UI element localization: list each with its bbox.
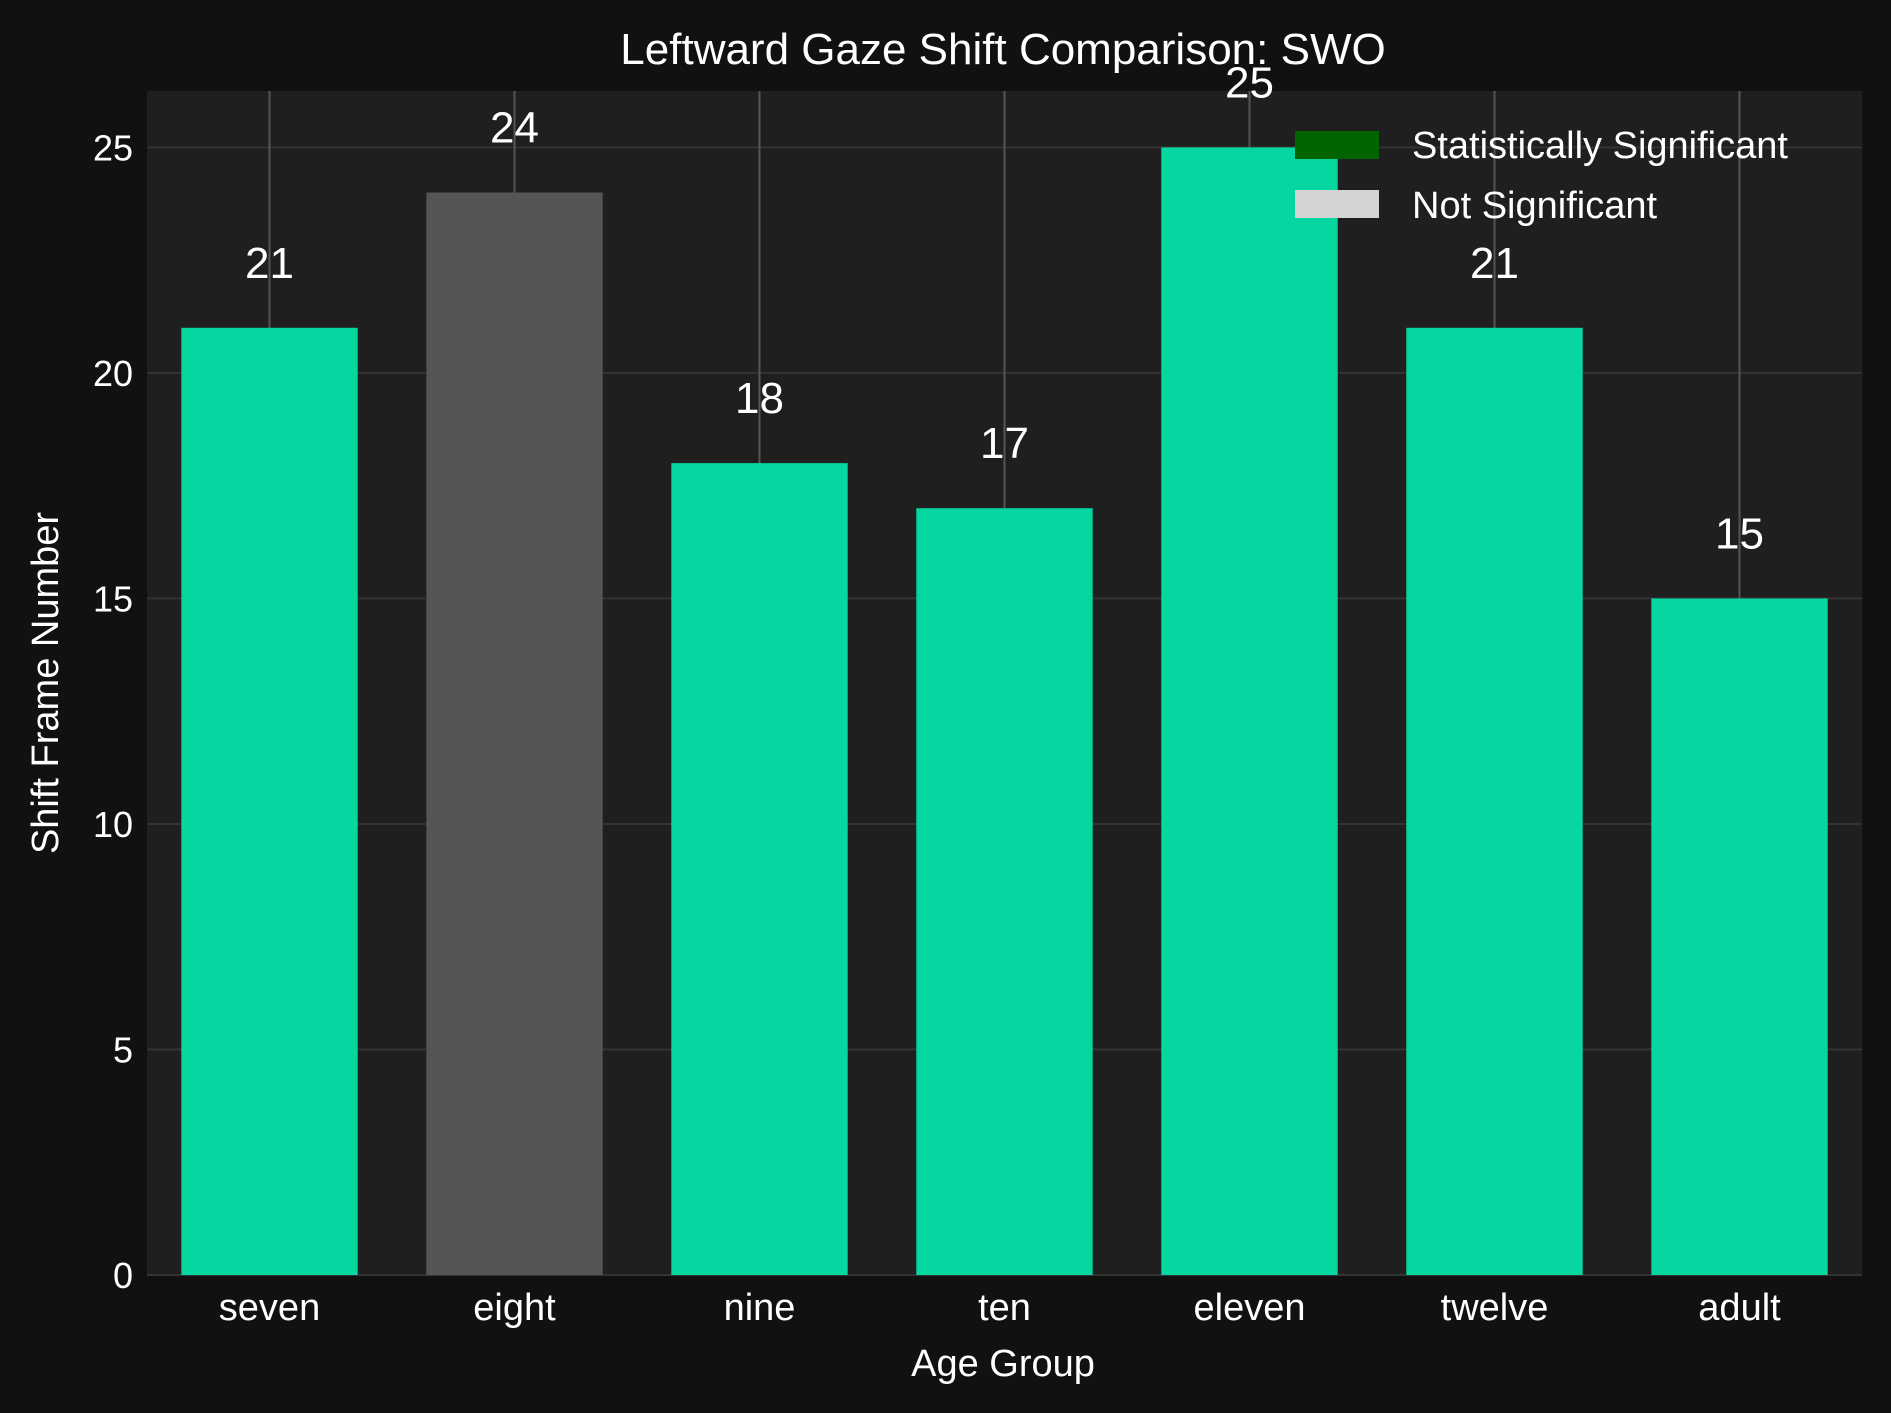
x-tick-label-twelve: twelve [1441,1287,1549,1329]
x-tick-label-seven: seven [219,1287,320,1329]
bars [181,147,1828,1276]
data-label-nine: 18 [735,374,784,423]
bar-eight [426,192,603,1275]
x-tick-labels: seven eight nine ten eleven twelve adult [219,1287,1781,1329]
y-tick-labels: 0 5 10 15 20 25 [93,127,133,1296]
bar-eleven [1161,147,1338,1275]
bar-ten [916,508,1093,1275]
x-tick-label-nine: nine [724,1287,796,1329]
data-labels: 21 24 18 17 25 21 15 [245,58,1764,558]
data-label-adult: 15 [1715,509,1764,558]
y-tick-label: 0 [113,1255,133,1296]
legend-label-significant: Statistically Significant [1412,125,1788,167]
bar-adult [1651,598,1828,1275]
legend: Statistically Significant Not Significan… [1295,125,1788,227]
y-tick-label: 5 [113,1029,133,1070]
legend-swatch-significant [1295,131,1379,159]
y-tick-label: 25 [93,127,133,168]
bar-twelve [1406,327,1583,1275]
data-label-seven: 21 [245,239,294,288]
data-label-eight: 24 [490,103,539,152]
legend-label-not-significant: Not Significant [1412,185,1657,227]
x-axis-label: Age Group [911,1343,1095,1385]
legend-swatch-not-significant [1295,190,1379,218]
y-axis-label: Shift Frame Number [25,512,67,854]
y-tick-label: 15 [93,578,133,619]
x-tick-label-ten: ten [978,1287,1031,1329]
data-label-eleven: 25 [1225,58,1274,107]
data-label-ten: 17 [980,419,1029,468]
bar-seven [181,327,358,1275]
y-tick-label: 10 [93,804,133,845]
x-tick-label-eleven: eleven [1194,1287,1306,1329]
x-tick-label-adult: adult [1698,1287,1781,1329]
data-label-twelve: 21 [1470,239,1519,288]
bar-nine [671,463,848,1276]
y-tick-label: 20 [93,353,133,394]
chart-title: Leftward Gaze Shift Comparison: SWO [620,25,1385,74]
x-tick-label-eight: eight [473,1287,556,1329]
